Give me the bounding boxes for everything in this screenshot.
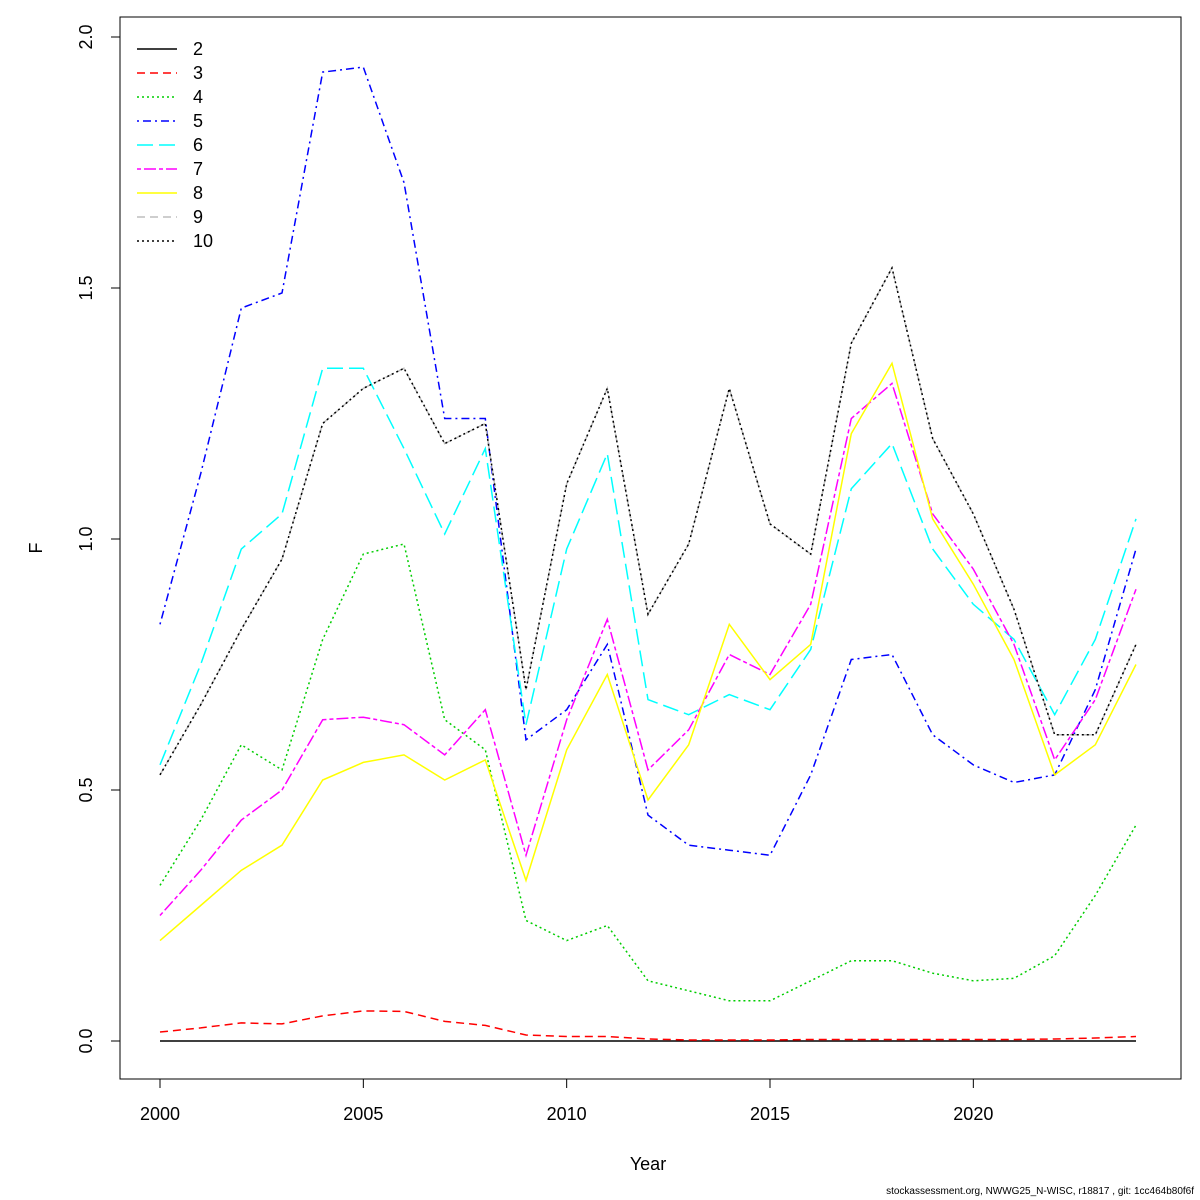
series-line-3 — [159, 1010, 1137, 1041]
legend-label-2: 2 — [193, 39, 203, 59]
y-tick-label: 0.5 — [76, 777, 96, 802]
legend-label-7: 7 — [193, 159, 203, 179]
legend: 2 3 4 5 6 7 8 9 10 — [137, 39, 213, 251]
series-line-8 — [159, 361, 1137, 942]
y-tick-label: 0.0 — [76, 1028, 96, 1053]
x-axis: 2000 2005 2010 2015 2020 — [140, 1078, 993, 1124]
series-line-6 — [159, 367, 1137, 766]
series-line-10 — [159, 265, 1137, 776]
y-tick-label: 1.0 — [76, 526, 96, 551]
legend-label-5: 5 — [193, 111, 203, 131]
legend-label-3: 3 — [193, 63, 203, 83]
legend-label-10: 10 — [193, 231, 213, 251]
series-line-4 — [159, 543, 1137, 1002]
x-tick-label: 2010 — [547, 1104, 587, 1124]
x-axis-label: Year — [630, 1154, 666, 1174]
series-lines — [159, 66, 1137, 1042]
y-axis: 0.0 0.5 1.0 1.5 2.0 — [76, 24, 121, 1054]
series-line-5 — [159, 66, 1137, 857]
plot-frame — [119, 16, 1182, 1080]
x-tick-label: 2015 — [750, 1104, 790, 1124]
legend-label-6: 6 — [193, 135, 203, 155]
footer-credit: stockassessment.org, NWWG25_N-WISC, r188… — [886, 1186, 1194, 1197]
x-tick-label: 2000 — [140, 1104, 180, 1124]
x-tick-label: 2005 — [343, 1104, 383, 1124]
legend-label-4: 4 — [193, 87, 203, 107]
legend-label-9: 9 — [193, 207, 203, 227]
y-tick-label: 1.5 — [76, 275, 96, 300]
x-tick-label: 2020 — [953, 1104, 993, 1124]
legend-label-8: 8 — [193, 183, 203, 203]
y-axis-label: F — [26, 543, 46, 554]
series-line-7 — [159, 382, 1137, 917]
y-tick-label: 2.0 — [76, 24, 96, 49]
